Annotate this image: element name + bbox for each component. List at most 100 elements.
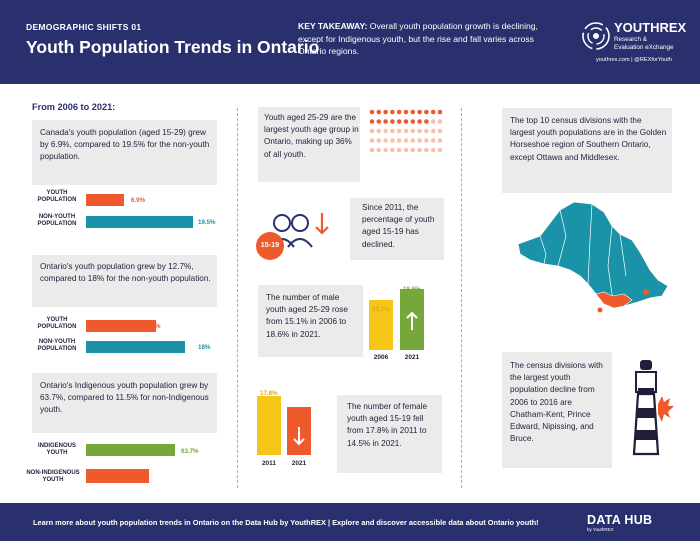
youth-dot <box>390 147 395 153</box>
youth-dot <box>403 128 409 134</box>
youth-dot <box>437 128 443 134</box>
ontario-youth-bar <box>86 320 156 332</box>
top10-box <box>502 108 672 193</box>
footer-banner: Learn more about youth population trends… <box>0 503 700 541</box>
youth-dot <box>437 147 443 153</box>
dot-grid <box>369 109 443 153</box>
age-group-box <box>258 107 360 182</box>
ontario-youth-value: 12.7% <box>143 323 161 330</box>
male-2006-value: 15.1% <box>372 306 390 313</box>
youth-dot <box>403 138 409 143</box>
youth-dot <box>396 109 402 115</box>
youth-dot <box>369 109 375 115</box>
lighthouse-icon <box>632 360 674 456</box>
bar-label: YOUTH POPULATION <box>37 190 77 203</box>
youth-dot <box>396 138 402 143</box>
arrow-down-icon <box>293 427 305 446</box>
youth-dot <box>417 119 422 124</box>
column-divider <box>237 108 238 488</box>
canada-youth-value: 6.9% <box>131 197 146 204</box>
male-year-2006: 2006 <box>373 354 389 361</box>
section-title: From 2006 to 2021: <box>32 102 116 112</box>
logo-subtitle-line-1: Research & <box>614 36 647 43</box>
youth-dot <box>376 128 382 134</box>
bar-label: INDIGENOUS YOUTH <box>37 443 76 456</box>
male-youth-box <box>258 285 363 357</box>
ontario-text: Ontario's youth population grew by 12.7%… <box>40 262 211 284</box>
youth-dot <box>390 119 395 124</box>
youth-dot <box>410 119 416 124</box>
youth-dot <box>369 119 375 124</box>
column-divider <box>461 108 462 488</box>
indigenous-youth-value: 63.7% <box>181 448 199 455</box>
youth-dot <box>410 147 416 153</box>
male-2021-value: 18.6% <box>403 286 421 293</box>
male-2006-bar <box>369 300 393 350</box>
youth-dot <box>430 109 436 115</box>
arrow-up-icon <box>406 311 418 330</box>
key-takeaway: KEY TAKEAWAY: Overall youth population g… <box>298 20 558 58</box>
canada-text-box <box>32 120 217 185</box>
indigenous-text: Ontario's Indigenous youth population gr… <box>40 381 209 415</box>
youth-dot <box>376 147 382 153</box>
bar-label: YOUTH POPULATION <box>37 317 77 330</box>
youth-dot <box>369 138 375 143</box>
youth-dot <box>403 119 409 124</box>
youth-dot <box>417 128 422 134</box>
bar-label: NON-INDIGENOUS YOUTH <box>26 470 80 483</box>
youth-dot <box>437 109 443 115</box>
youth-dot <box>369 128 375 134</box>
youth-dot <box>376 109 382 115</box>
youth-dot <box>383 109 388 115</box>
youthrex-logo-icon <box>582 22 610 50</box>
bar-label: NON-YOUTH POPULATION <box>37 214 77 227</box>
youth-dot <box>383 128 388 134</box>
youth-dot <box>376 138 382 143</box>
youth-dot <box>424 119 429 124</box>
youth-dot <box>417 138 422 143</box>
ontario-map <box>517 201 669 313</box>
youth-dot <box>424 109 429 115</box>
data-hub-logo[interactable]: DATA HUB <box>587 513 653 527</box>
youth-dot <box>410 128 416 134</box>
ontario-text-box <box>32 255 217 307</box>
age-badge <box>256 232 284 260</box>
youth-dot <box>430 128 436 134</box>
male-youth-text: The number of male youth aged 25-29 rose… <box>266 293 348 339</box>
non-indigenous-youth-bar <box>86 469 150 483</box>
youth-dot <box>424 128 429 134</box>
non-indigenous-youth-value: 11.5% <box>94 474 112 481</box>
canada-non-youth-value: 19.5% <box>198 219 216 226</box>
age-group-text: Youth aged 25-29 are the largest youth a… <box>264 113 359 159</box>
footer-text[interactable]: Learn more about youth population trends… <box>33 518 539 527</box>
bar-label: NON-YOUTH POPULATION <box>37 339 77 352</box>
youth-dot <box>383 138 388 143</box>
female-year-2021: 2021 <box>291 460 307 467</box>
logo-subtitle: Research & Evaluation eXchange <box>614 36 694 51</box>
female-youth-text: The number of female youth aged 15-19 fe… <box>347 402 428 448</box>
youth-dot <box>430 147 436 153</box>
indigenous-text-box <box>32 373 217 433</box>
key-takeaway-text: Overall youth population growth is decli… <box>298 21 538 56</box>
female-youth-box <box>337 395 442 473</box>
youth-dot <box>390 138 395 143</box>
ontario-non-youth-value: 18% <box>198 344 211 351</box>
female-2021-value: 14.5% <box>290 409 308 416</box>
decline-text: The census divisions with the largest yo… <box>510 361 603 444</box>
female-2011-bar <box>257 396 281 455</box>
canada-text: Canada's youth population (aged 15-29) g… <box>40 128 210 162</box>
male-year-2021: 2021 <box>404 354 420 361</box>
youth-dot <box>403 109 409 115</box>
logo-url[interactable]: youthrex.com | @REXforYouth <box>596 57 672 63</box>
ottawa-division <box>643 289 649 295</box>
canada-non-youth-bar <box>86 216 194 228</box>
page-title: Youth Population Trends in Ontario <box>26 37 320 57</box>
age-badge-label: 15-19 <box>260 240 280 249</box>
youth-dot <box>396 128 402 134</box>
youth-dot <box>383 119 388 124</box>
since-2011-text: Since 2011, the percentage of youth aged… <box>362 203 435 249</box>
youth-dot <box>369 147 375 153</box>
youth-dot <box>390 128 395 134</box>
youth-dot <box>437 119 443 124</box>
canada-youth-bar <box>86 194 124 206</box>
